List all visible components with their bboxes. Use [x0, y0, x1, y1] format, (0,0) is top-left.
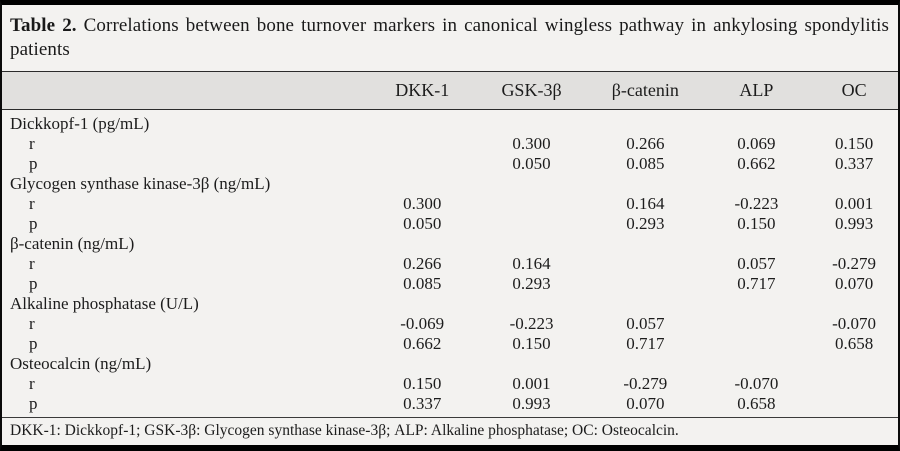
header-corner-cell — [2, 71, 370, 110]
table-footnote: DKK-1: Dickkopf-1; GSK-3β: Glycogen synt… — [2, 417, 898, 445]
r-value: 0.001 — [834, 194, 874, 213]
p-value: 0.993 — [512, 394, 551, 413]
marker-label: Alkaline phosphatase (U/L) — [10, 294, 199, 313]
section-label-row: β-catenin (ng/mL) — [2, 234, 898, 254]
p-value: 0.658 — [737, 394, 776, 413]
p-value: 0.085 — [403, 274, 442, 293]
stat-label-p: p — [29, 394, 38, 413]
r-row: r 0.300 0.164 -0.223 0.001 — [2, 194, 898, 214]
r-value: 0.150 — [403, 374, 442, 393]
p-row: p 0.050 0.293 0.150 0.993 — [2, 214, 898, 234]
p-value: 0.070 — [626, 394, 665, 413]
r-value: 0.057 — [626, 314, 665, 333]
column-header-gsk3b: GSK-3β — [475, 71, 588, 110]
section-label-row: Glycogen synthase kinase-3β (ng/mL) — [2, 174, 898, 194]
p-value: 0.337 — [403, 394, 442, 413]
r-value — [703, 314, 811, 334]
p-value — [588, 274, 703, 294]
r-value: 0.164 — [626, 194, 665, 213]
stat-label-r: r — [29, 374, 35, 393]
r-value: 0.057 — [737, 254, 776, 273]
p-value: 0.717 — [737, 274, 776, 293]
p-value — [703, 334, 811, 354]
p-value — [475, 214, 588, 234]
marker-label: β-catenin (ng/mL) — [10, 234, 135, 253]
r-value: 0.069 — [737, 134, 776, 153]
table-caption-number: Table 2. — [10, 15, 77, 36]
p-value: 0.337 — [834, 154, 874, 173]
r-value: 0.300 — [512, 134, 551, 153]
r-value — [588, 254, 703, 274]
p-row: p 0.050 0.085 0.662 0.337 — [2, 154, 898, 174]
p-value — [810, 394, 898, 414]
r-value: 0.164 — [512, 254, 551, 273]
r-value: 0.266 — [403, 254, 442, 273]
p-value: 0.662 — [403, 334, 442, 353]
p-value: 0.150 — [512, 334, 551, 353]
r-value: -0.223 — [734, 194, 779, 213]
marker-label: Dickkopf-1 (pg/mL) — [10, 114, 150, 133]
p-value: 0.150 — [737, 214, 776, 233]
stat-label-p: p — [29, 154, 38, 173]
correlation-table: DKK-1 GSK-3β β-catenin ALP OC Dickkopf-1… — [2, 71, 898, 414]
r-value — [475, 194, 588, 214]
stat-label-r: r — [29, 134, 35, 153]
p-row: p 0.662 0.150 0.717 0.658 — [2, 334, 898, 354]
p-value: 0.293 — [512, 274, 551, 293]
column-header-oc: OC — [810, 71, 898, 110]
section-label-row: Alkaline phosphatase (U/L) — [2, 294, 898, 314]
r-value: 0.266 — [626, 134, 665, 153]
r-row: r 0.150 0.001 -0.279 -0.070 — [2, 374, 898, 394]
stat-label-p: p — [29, 214, 38, 233]
r-row: r 0.266 0.164 0.057 -0.279 — [2, 254, 898, 274]
r-value: 0.001 — [512, 374, 551, 393]
p-value: 0.993 — [834, 214, 874, 233]
p-value: 0.070 — [834, 274, 874, 293]
stat-label-r: r — [29, 194, 35, 213]
r-value — [810, 374, 898, 394]
r-value: -0.279 — [623, 374, 668, 393]
column-header-dkk1: DKK-1 — [369, 71, 476, 110]
p-value: 0.293 — [626, 214, 665, 233]
marker-label: Glycogen synthase kinase-3β (ng/mL) — [10, 174, 271, 193]
p-value: 0.717 — [626, 334, 665, 353]
marker-label: Osteocalcin (ng/mL) — [10, 354, 152, 373]
r-value: -0.070 — [832, 314, 877, 333]
r-value — [369, 134, 475, 154]
p-value: 0.050 — [512, 154, 551, 173]
r-row: r -0.069 -0.223 0.057 -0.070 — [2, 314, 898, 334]
p-value: 0.658 — [834, 334, 874, 353]
p-value: 0.050 — [403, 214, 442, 233]
table-caption-text: Correlations between bone turnover marke… — [10, 15, 889, 60]
table-caption: Table 2. Correlations between bone turno… — [2, 5, 898, 71]
r-value: -0.070 — [734, 374, 779, 393]
r-value: -0.069 — [400, 314, 445, 333]
p-row: p 0.085 0.293 0.717 0.070 — [2, 274, 898, 294]
r-value: 0.150 — [834, 134, 874, 153]
stat-label-p: p — [29, 274, 38, 293]
p-value: 0.085 — [626, 154, 665, 173]
section-label-row: Dickkopf-1 (pg/mL) — [2, 110, 898, 135]
r-value: 0.300 — [403, 194, 442, 213]
stat-label-p: p — [29, 334, 38, 353]
r-value: -0.223 — [509, 314, 554, 333]
r-value: -0.279 — [832, 254, 877, 273]
p-value — [369, 154, 475, 174]
stat-label-r: r — [29, 254, 35, 273]
column-header-alp: ALP — [702, 71, 811, 110]
p-value: 0.662 — [737, 154, 776, 173]
p-row: p 0.337 0.993 0.070 0.658 — [2, 394, 898, 414]
stat-label-r: r — [29, 314, 35, 333]
section-label-row: Osteocalcin (ng/mL) — [2, 354, 898, 374]
column-header-bcatenin: β-catenin — [587, 71, 703, 110]
r-row: r 0.300 0.266 0.069 0.150 — [2, 134, 898, 154]
header-row: DKK-1 GSK-3β β-catenin ALP OC — [2, 71, 898, 110]
